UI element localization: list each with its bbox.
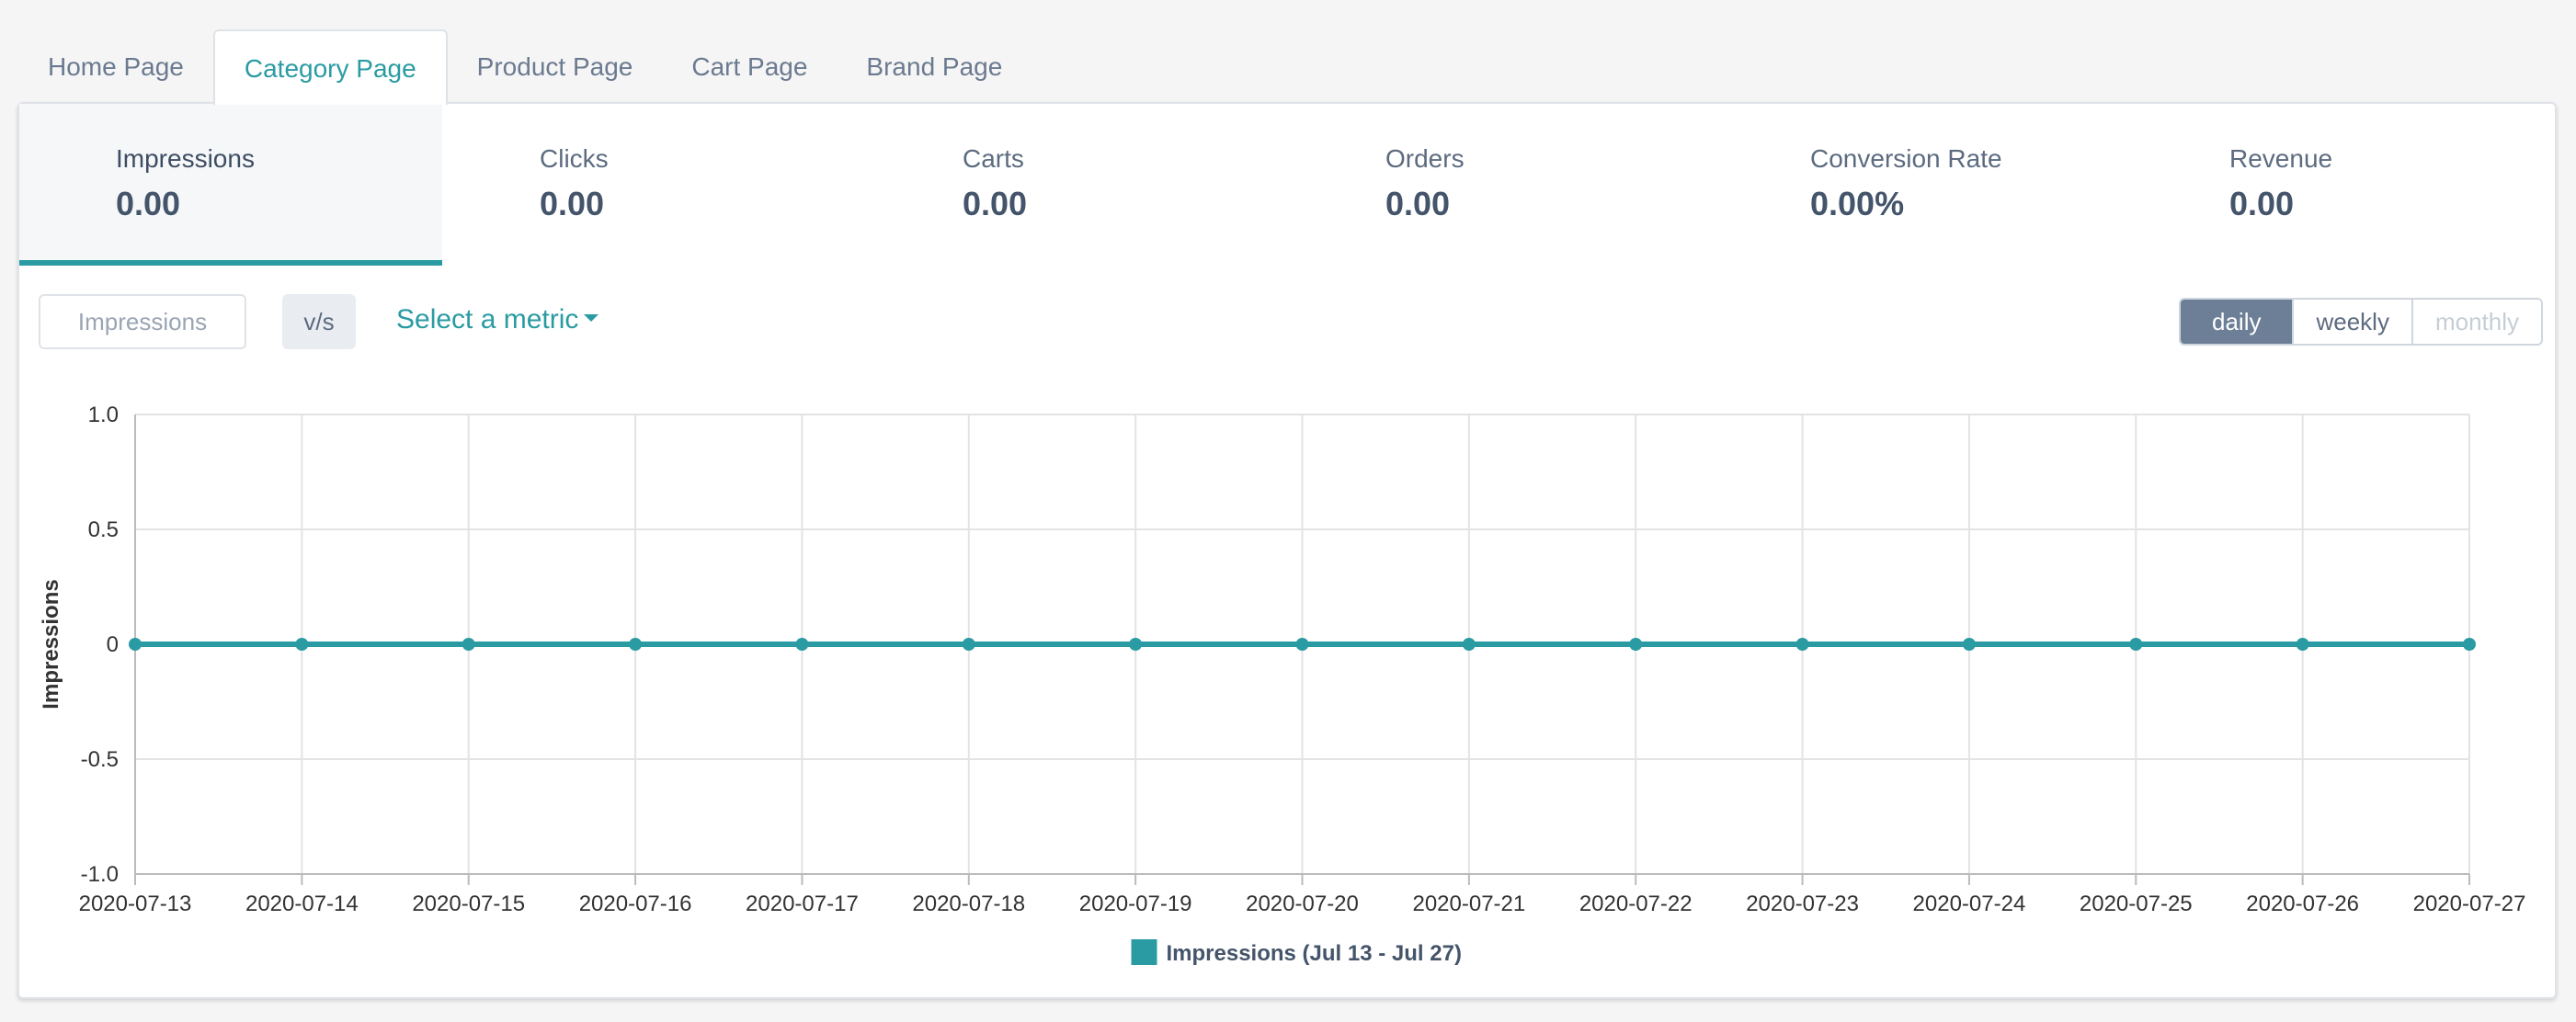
data-point xyxy=(962,638,975,651)
tab-cart-page[interactable]: Cart Page xyxy=(691,52,808,81)
y-axis-label: Impressions xyxy=(39,579,63,709)
x-tick-label: 2020-07-22 xyxy=(1579,891,1693,916)
x-tick-label: 2020-07-20 xyxy=(1246,891,1359,916)
x-tick-label: 2020-07-14 xyxy=(245,891,359,916)
x-tick-label: 2020-07-19 xyxy=(1079,891,1192,916)
x-tick-label: 2020-07-18 xyxy=(912,891,1025,916)
data-point xyxy=(462,638,475,651)
data-point xyxy=(129,638,142,651)
tab-product-page[interactable]: Product Page xyxy=(476,52,633,81)
select-metric-label: Select a metric xyxy=(396,304,579,335)
data-point xyxy=(295,638,309,651)
data-point xyxy=(2129,638,2143,651)
data-point xyxy=(2296,638,2309,651)
kpi-carts[interactable]: Carts 0.00 xyxy=(865,104,1288,266)
tab-brand-page[interactable]: Brand Page xyxy=(866,52,1003,81)
legend-label: Impressions (Jul 13 - Jul 27) xyxy=(1167,941,1462,966)
x-tick-label: 2020-07-16 xyxy=(579,891,692,916)
data-point xyxy=(1129,638,1143,651)
x-tick-label: 2020-07-21 xyxy=(1412,891,1525,916)
y-tick-label: 1.0 xyxy=(88,403,119,427)
caret-down-icon xyxy=(584,314,599,323)
y-tick-label: -0.5 xyxy=(81,747,119,772)
data-point xyxy=(795,638,809,651)
x-tick-label: 2020-07-24 xyxy=(1913,891,2026,916)
kpi-value: 0.00 xyxy=(540,185,605,222)
kpi-label: Orders xyxy=(1385,144,1465,173)
page-tabs: Home Page Category Page Product Page Car… xyxy=(18,29,1032,105)
kpi-value: 0.00 xyxy=(116,185,181,222)
tab-category-page[interactable]: Category Page xyxy=(212,29,448,105)
kpi-clicks[interactable]: Clicks 0.00 xyxy=(442,104,865,266)
select-metric-dropdown[interactable]: Select a metric xyxy=(396,304,599,335)
y-tick-label: 0 xyxy=(107,632,119,657)
analytics-card: Impressions 0.00 Clicks 0.00 Carts 0.00 … xyxy=(17,102,2557,999)
data-point xyxy=(1629,638,1643,651)
kpi-label: Revenue xyxy=(2229,144,2333,173)
kpi-value: 0.00 xyxy=(1385,185,1451,222)
kpi-label: Clicks xyxy=(540,144,609,173)
period-weekly-button[interactable]: weekly xyxy=(2292,300,2411,344)
data-point xyxy=(1795,638,1809,651)
x-tick-label: 2020-07-13 xyxy=(79,891,192,916)
x-tick-label: 2020-07-27 xyxy=(2413,891,2526,916)
period-monthly-button: monthly xyxy=(2411,300,2542,344)
data-point xyxy=(1295,638,1309,651)
period-toggle-group: daily weekly monthly xyxy=(2179,298,2544,346)
data-point xyxy=(2463,638,2476,651)
kpi-value: 0.00% xyxy=(1810,185,1905,222)
kpi-label: Conversion Rate xyxy=(1810,144,2002,173)
x-tick-label: 2020-07-15 xyxy=(412,891,525,916)
kpi-revenue[interactable]: Revenue 0.00 xyxy=(2134,104,2557,266)
kpi-value: 0.00 xyxy=(2229,185,2295,222)
legend-swatch xyxy=(1131,939,1157,965)
kpi-orders[interactable]: Orders 0.00 xyxy=(1288,104,1711,266)
y-tick-label: -1.0 xyxy=(81,862,119,887)
period-daily-button[interactable]: daily xyxy=(2181,300,2293,344)
kpi-impressions[interactable]: Impressions 0.00 xyxy=(19,104,442,266)
vs-label: v/s xyxy=(282,294,356,349)
x-tick-label: 2020-07-17 xyxy=(746,891,859,916)
kpi-conversion-rate[interactable]: Conversion Rate 0.00% xyxy=(1711,104,2134,266)
line-chart: 1.0 0.5 0 -0.5 -1.0 2020-07-13 2020-07-14 2020-… xyxy=(39,403,2526,966)
y-tick-label: 0.5 xyxy=(88,517,119,542)
x-tick-label: 2020-07-26 xyxy=(2246,891,2359,916)
data-point xyxy=(629,638,643,651)
tab-home-page[interactable]: Home Page xyxy=(48,52,184,81)
x-tick-label: 2020-07-25 xyxy=(2080,891,2193,916)
data-point xyxy=(1962,638,1976,651)
kpi-value: 0.00 xyxy=(963,185,1028,222)
kpi-label: Impressions xyxy=(116,144,255,173)
data-point xyxy=(1462,638,1476,651)
kpi-label: Carts xyxy=(963,144,1024,173)
x-tick-label: 2020-07-23 xyxy=(1746,891,1859,916)
primary-metric-button[interactable]: Impressions xyxy=(39,294,246,349)
